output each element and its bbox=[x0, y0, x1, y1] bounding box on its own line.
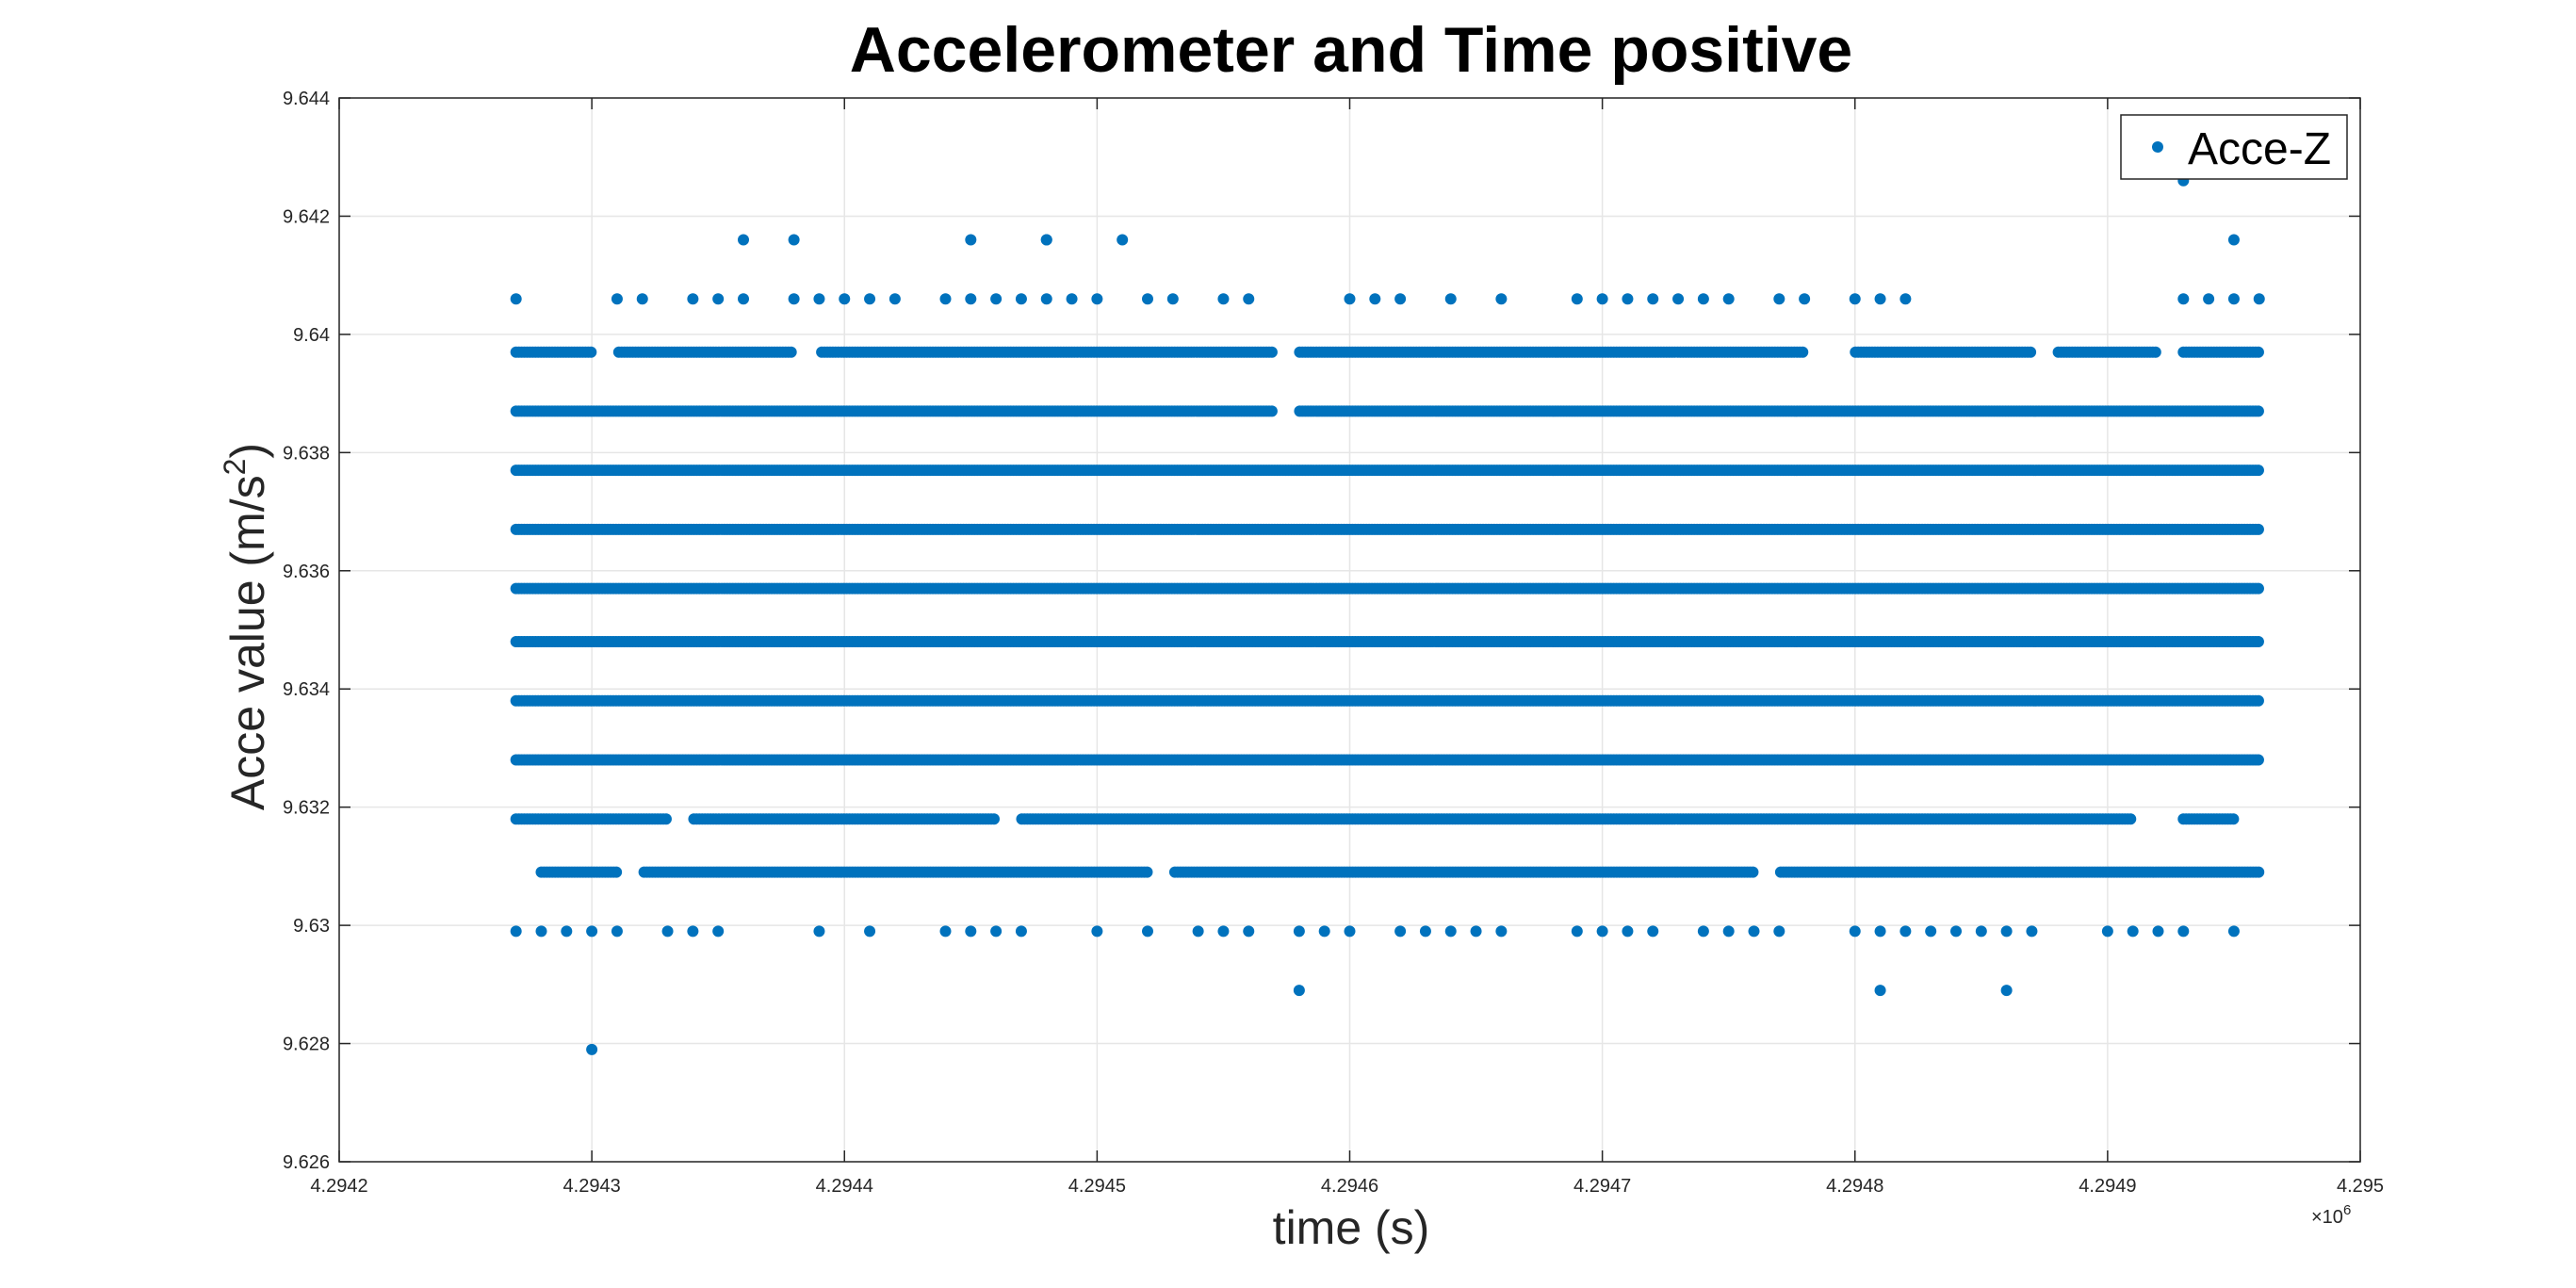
data-point bbox=[510, 925, 522, 937]
data-point bbox=[1192, 925, 1204, 937]
data-point bbox=[1495, 925, 1508, 937]
data-point bbox=[2127, 925, 2139, 937]
data-point bbox=[1217, 925, 1230, 937]
data-point bbox=[1293, 985, 1305, 997]
data-point bbox=[2026, 925, 2038, 937]
data-point bbox=[2227, 925, 2240, 937]
data-point bbox=[687, 925, 699, 937]
data-point bbox=[1722, 925, 1735, 937]
data-point bbox=[661, 925, 674, 937]
data-point bbox=[586, 925, 598, 937]
data-point bbox=[660, 813, 672, 825]
data-point bbox=[561, 925, 573, 937]
data-point bbox=[2177, 925, 2190, 937]
data-point bbox=[1571, 925, 1583, 937]
data-point bbox=[1874, 985, 1886, 997]
data-point bbox=[1293, 925, 1305, 937]
data-point bbox=[939, 925, 952, 937]
data-point bbox=[965, 925, 977, 937]
data-point bbox=[987, 813, 1000, 825]
data-point bbox=[611, 866, 623, 878]
data-point bbox=[2152, 925, 2164, 937]
data-point bbox=[2252, 636, 2264, 648]
data-point bbox=[2101, 925, 2113, 937]
data-point bbox=[1318, 925, 1330, 937]
data-point bbox=[1647, 925, 1659, 937]
data-point bbox=[2252, 582, 2264, 595]
data-point bbox=[813, 925, 825, 937]
data-point bbox=[1849, 925, 1861, 937]
data-point bbox=[1444, 925, 1457, 937]
data-point bbox=[864, 925, 876, 937]
data-point bbox=[712, 925, 725, 937]
data-point bbox=[2125, 813, 2137, 825]
data-point bbox=[2253, 866, 2265, 878]
data-point bbox=[611, 925, 623, 937]
data-point bbox=[1747, 866, 1759, 878]
data-point bbox=[1015, 925, 1027, 937]
data-point bbox=[1899, 925, 1912, 937]
data-point bbox=[1748, 925, 1760, 937]
data-point bbox=[2000, 985, 2013, 997]
data-point bbox=[1470, 925, 1482, 937]
data-point bbox=[1975, 925, 1987, 937]
data-point bbox=[1622, 925, 1634, 937]
data-point bbox=[990, 925, 1003, 937]
data-point bbox=[1697, 925, 1709, 937]
data-point bbox=[1142, 925, 1153, 937]
data-point bbox=[2227, 813, 2240, 825]
data-point bbox=[2252, 523, 2264, 535]
data-point bbox=[1141, 866, 1153, 878]
data-point bbox=[535, 925, 547, 937]
data-point bbox=[1394, 925, 1407, 937]
data-point bbox=[2252, 754, 2264, 766]
data-point bbox=[2000, 925, 2013, 937]
data-point bbox=[1925, 925, 1937, 937]
data-point bbox=[1596, 925, 1608, 937]
data-point bbox=[1874, 925, 1886, 937]
data-point bbox=[1773, 925, 1785, 937]
data-point bbox=[1091, 925, 1103, 937]
grid-lines bbox=[338, 97, 2361, 1163]
data-point bbox=[1344, 925, 1356, 937]
data-points bbox=[510, 174, 2265, 1055]
data-point bbox=[1950, 925, 1962, 937]
data-point bbox=[2252, 694, 2264, 707]
data-point bbox=[1243, 925, 1255, 937]
data-point bbox=[1419, 925, 1431, 937]
data-point bbox=[586, 1043, 598, 1055]
